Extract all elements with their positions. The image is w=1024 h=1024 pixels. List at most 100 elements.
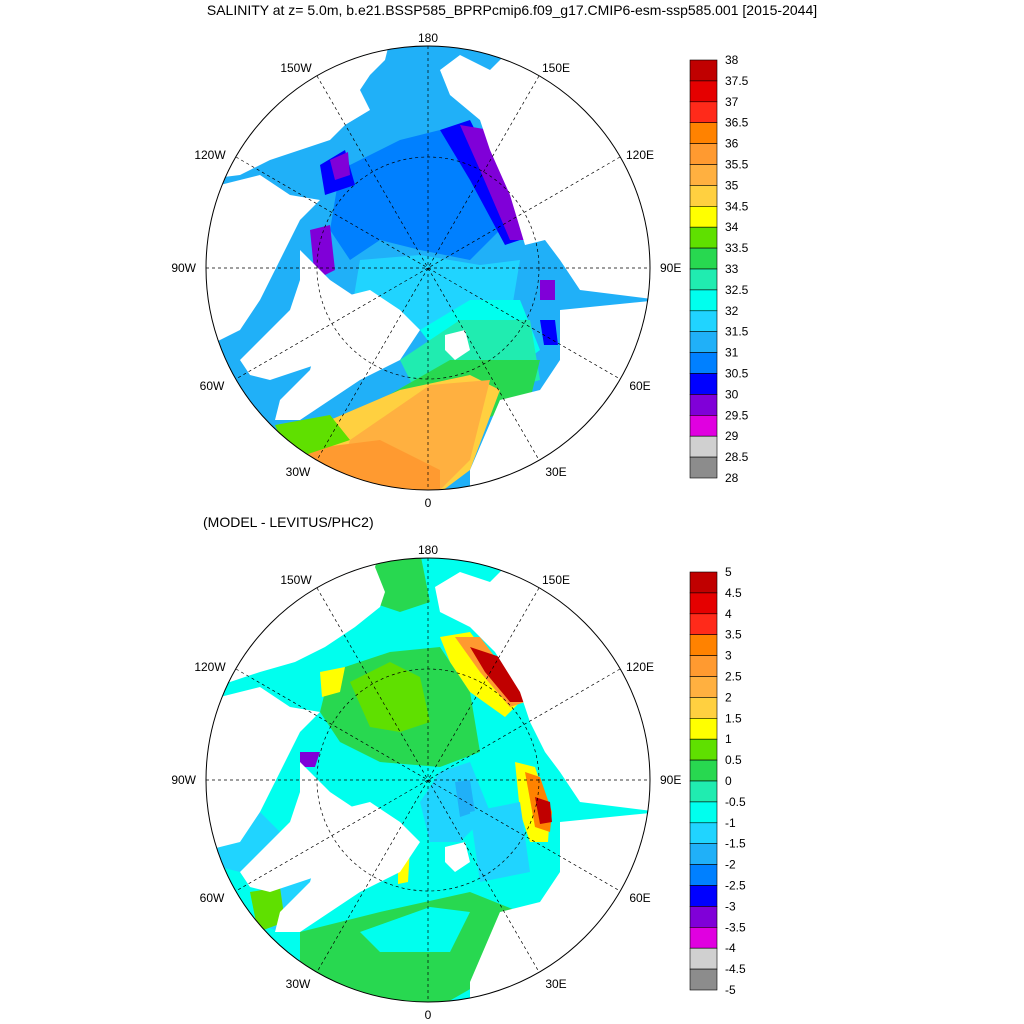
- difference-colorbar-tick-label: 0: [725, 774, 732, 788]
- salinity-colorbar-tick-label: 34: [725, 220, 739, 234]
- salinity-colorbar-tick-label: 28: [725, 471, 739, 485]
- salinity-colorbar-tick-label: 37.5: [725, 74, 749, 88]
- lon-label-60w: 60W: [200, 891, 225, 905]
- salinity-colorbar-tick-label: 32: [725, 304, 739, 318]
- salinity-colorbar-tick-label: 36.5: [725, 116, 749, 130]
- difference-colorbar-swatch: [689, 968, 718, 991]
- salinity-colorbar-tick-label: 28.5: [725, 450, 749, 464]
- salinity-colorbar-swatch: [689, 80, 718, 103]
- difference-colorbar-swatch: [689, 676, 718, 698]
- salinity-colorbar-swatch: [689, 206, 718, 228]
- difference-colorbar-swatch: [689, 655, 718, 677]
- lon-label-150e: 150E: [542, 573, 570, 587]
- salinity-colorbar-swatch: [689, 226, 718, 249]
- lon-label-90e: 90E: [660, 773, 681, 787]
- salinity-colorbar-tick-label: 35.5: [725, 158, 749, 172]
- lon-label-180: 180: [418, 31, 438, 45]
- difference-colorbar-swatch: [689, 843, 718, 865]
- salinity-colorbar-swatch: [689, 331, 718, 353]
- lon-label-60e: 60E: [629, 891, 650, 905]
- difference-colorbar-tick-label: -4: [725, 941, 736, 955]
- lon-label-120e: 120E: [626, 148, 654, 162]
- graticule: [206, 46, 650, 490]
- difference-colorbar-swatch: [689, 885, 718, 907]
- longitude-labels: 180 0 90W 90E 150W 120W 150E 120E 60W 30…: [171, 31, 681, 510]
- difference-colorbar-tick-label: 5: [725, 565, 732, 579]
- salinity-colorbar-swatch: [689, 268, 718, 291]
- difference-colorbar-swatch: [689, 864, 718, 886]
- difference-colorbar-swatch: [689, 634, 718, 656]
- salinity-colorbar-tick-label: 31.5: [725, 325, 749, 339]
- salinity-colorbar-tick-label: 31: [725, 346, 739, 360]
- difference-colorbar-tick-label: -0.5: [725, 795, 746, 809]
- difference-colorbar-tick-label: -3: [725, 899, 736, 913]
- difference-colorbar-tick-label: -2.5: [725, 879, 746, 893]
- page-title: SALINITY at z= 5.0m, b.e21.BSSP585_BPRPc…: [206, 2, 818, 18]
- difference-colorbar-tick-label: 2.5: [725, 670, 742, 684]
- salinity-colorbar-swatch: [689, 164, 718, 186]
- salinity-colorbar-swatch: [689, 247, 718, 270]
- salinity-colorbar-swatch: [689, 352, 718, 374]
- lon-label-120e: 120E: [626, 660, 654, 674]
- salinity-colorbar-tick-label: 30: [725, 387, 739, 401]
- salinity-map-panel: 180 0 90W 90E 150W 120W 150E 120E 60W 30…: [171, 31, 749, 510]
- difference-colorbar-tick-label: 2: [725, 690, 732, 704]
- difference-colorbar-swatch: [689, 718, 718, 740]
- salinity-field: [206, 46, 650, 490]
- difference-colorbar-swatch: [689, 780, 718, 803]
- lon-label-90e: 90E: [660, 261, 681, 275]
- difference-colorbar-tick-label: -4.5: [725, 962, 746, 976]
- lon-label-0: 0: [425, 1008, 432, 1022]
- salinity-colorbar-tick-label: 33: [725, 262, 739, 276]
- salinity-colorbar-swatch: [689, 373, 718, 395]
- lon-label-90w: 90W: [171, 773, 196, 787]
- difference-subtitle: (MODEL - LEVITUS/PHC2): [203, 514, 374, 530]
- difference-colorbar-tick-label: 1.5: [725, 711, 742, 725]
- salinity-colorbar-swatch: [689, 289, 718, 312]
- salinity-colorbar-swatch: [689, 143, 718, 165]
- lon-label-60w: 60W: [200, 379, 225, 393]
- salinity-colorbar-tick-label: 35: [725, 178, 739, 192]
- difference-colorbar-tick-label: 1: [725, 732, 732, 746]
- longitude-labels: 180 0 90W 90E 150W 120W 150E 120E 60W 30…: [171, 543, 681, 1022]
- difference-colorbar-swatch: [689, 822, 718, 844]
- difference-colorbar-swatch: [689, 906, 718, 928]
- difference-colorbar-swatch: [689, 571, 718, 594]
- salinity-colorbar-swatch: [689, 414, 718, 437]
- salinity-colorbar-swatch: [689, 59, 718, 82]
- salinity-colorbar-swatch: [689, 122, 718, 144]
- difference-colorbar: 5 4.5 4 3.5 3 2.5 2 1.5 1 0.5 0 -0.5 -1 -1.5 -2 -2.5 -3 -…: [689, 565, 746, 997]
- salinity-colorbar-swatch: [689, 435, 718, 458]
- lon-label-30e: 30E: [545, 465, 566, 479]
- difference-colorbar-tick-label: 4.5: [725, 586, 742, 600]
- difference-colorbar-swatch: [689, 926, 718, 949]
- salinity-colorbar-swatch: [689, 456, 718, 479]
- salinity-colorbar-swatch: [689, 310, 718, 332]
- graticule: [206, 558, 650, 1002]
- lon-label-30w: 30W: [286, 465, 311, 479]
- difference-colorbar-tick-label: 3.5: [725, 628, 742, 642]
- salinity-colorbar-tick-label: 36: [725, 137, 739, 151]
- difference-colorbar-tick-label: -1.5: [725, 837, 746, 851]
- difference-colorbar-swatch: [689, 613, 718, 636]
- difference-colorbar-tick-label: -1: [725, 816, 736, 830]
- difference-colorbar-tick-label: 4: [725, 607, 732, 621]
- difference-colorbar-tick-label: -2: [725, 858, 736, 872]
- salinity-colorbar-tick-label: 34.5: [725, 199, 749, 213]
- difference-colorbar-tick-label: 3: [725, 649, 732, 663]
- lon-label-120w: 120W: [194, 148, 226, 162]
- salinity-colorbar-tick-label: 32.5: [725, 283, 749, 297]
- lon-label-150e: 150E: [542, 61, 570, 75]
- lon-label-180: 180: [418, 543, 438, 557]
- salinity-colorbar-swatch: [689, 101, 718, 124]
- salinity-colorbar-tick-label: 30.5: [725, 367, 749, 381]
- salinity-colorbar-tick-label: 38: [725, 53, 739, 67]
- lon-label-150w: 150W: [280, 61, 312, 75]
- difference-colorbar-tick-label: -5: [725, 983, 736, 997]
- salinity-colorbar-tick-label: 33.5: [725, 241, 749, 255]
- difference-colorbar-tick-label: 0.5: [725, 753, 742, 767]
- salinity-colorbar-tick-label: 29: [725, 429, 739, 443]
- difference-colorbar-swatch: [689, 759, 718, 782]
- difference-colorbar-swatch: [689, 592, 718, 615]
- difference-colorbar-swatch: [689, 947, 718, 970]
